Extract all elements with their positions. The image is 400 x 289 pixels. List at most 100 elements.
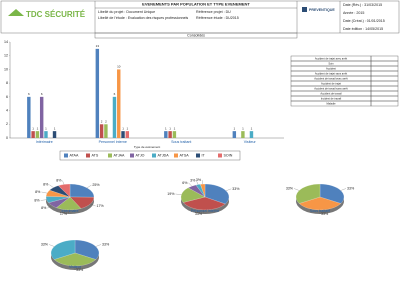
- pie-label: 19%: [167, 192, 175, 196]
- bar: [40, 97, 43, 138]
- pie-label: 33%: [41, 242, 49, 246]
- legend-label: ATAA: [70, 154, 79, 158]
- bar: [241, 131, 244, 138]
- bar: [27, 97, 30, 138]
- pie-label: 33%: [102, 242, 110, 246]
- leader: [175, 194, 181, 195]
- y-tick-label: 2: [6, 122, 8, 126]
- legend-label: ATJDA: [158, 154, 170, 158]
- bar-label: 1: [242, 126, 244, 130]
- logo: TDC SÉCURITÉ: [26, 10, 86, 19]
- pie-label: 17%: [96, 204, 104, 208]
- pie-label: 6%: [182, 181, 188, 185]
- bar-label: 1: [169, 126, 171, 130]
- legend-swatch: [108, 154, 112, 158]
- subtitle: Consolidés: [187, 34, 205, 38]
- bar-label: 10: [117, 65, 121, 69]
- bar-label: 6: [28, 92, 30, 96]
- pie-title: Intérimaire: [62, 209, 79, 213]
- legend-label: ATJAA: [114, 154, 126, 158]
- legend-label: IT: [202, 154, 206, 158]
- table-row-label: Accident de travail sans arrêt: [314, 86, 348, 90]
- y-tick-label: 12: [4, 54, 8, 58]
- leader: [188, 183, 191, 186]
- table-cell: [371, 66, 398, 71]
- bar-label: 2: [105, 120, 107, 124]
- bar: [117, 69, 120, 138]
- bar: [104, 124, 107, 138]
- table-row-label: Soin: [328, 61, 334, 65]
- bar: [100, 124, 103, 138]
- bar: [168, 131, 171, 138]
- table-row-label: Accident de trajet: [321, 81, 341, 85]
- bar-label: 1: [45, 126, 47, 130]
- field: Référence projet : DU: [196, 10, 231, 14]
- pie-slice: [70, 184, 94, 197]
- x-axis-label: Type de évènement: [134, 145, 161, 149]
- bar-label: 1: [126, 126, 128, 130]
- legend-label: ATJO: [136, 154, 145, 158]
- bar: [250, 131, 253, 138]
- right-logo: PREVENTIQUE: [309, 8, 335, 12]
- bar: [44, 131, 47, 138]
- bar-label: 1: [174, 126, 176, 130]
- leader: [202, 180, 203, 184]
- table-row-label: Accident de travail avec arrêt: [314, 76, 348, 80]
- table-cell: [371, 101, 398, 106]
- legend-swatch: [152, 154, 156, 158]
- date-field: Date (Rév.) : 31/03/2015: [343, 3, 382, 7]
- date-field: Date édition : 14/05/2015: [343, 27, 383, 31]
- table-cell: [371, 56, 398, 61]
- pie-label: 8%: [34, 198, 40, 202]
- pie-label: 33%: [286, 186, 294, 190]
- bar-label: 2: [101, 120, 103, 124]
- pie-label: 33%: [347, 186, 355, 190]
- leader: [96, 245, 101, 247]
- leader: [87, 185, 91, 188]
- table-row-label: Incident de travail: [321, 96, 342, 100]
- bar-label: 1: [165, 126, 167, 130]
- pie-title: Sous traitant: [310, 209, 330, 213]
- y-tick-label: 10: [4, 67, 8, 71]
- bar-label: 1: [32, 126, 34, 130]
- bar: [121, 131, 124, 138]
- y-tick-label: 4: [6, 109, 8, 113]
- y-tick-label: 6: [6, 95, 8, 99]
- table-cell: [371, 71, 398, 76]
- report-title: EVENEMENTS PAR POPULATION ET TYPE EVENEM…: [142, 2, 250, 7]
- pie-label: 8%: [43, 183, 49, 187]
- table-cell: [371, 61, 398, 66]
- bar: [126, 131, 129, 138]
- leader: [341, 189, 346, 191]
- bar: [173, 131, 176, 138]
- pie-label: 8%: [56, 178, 62, 182]
- pie-title: Personnel interne: [191, 209, 219, 213]
- x-tick-label: Personnel interne: [99, 140, 127, 144]
- pie-label: 8%: [35, 190, 41, 194]
- legend-swatch: [218, 154, 222, 158]
- bar: [164, 131, 167, 138]
- bar: [31, 131, 34, 138]
- bar-label: 1: [37, 126, 39, 130]
- table-cell: [371, 81, 398, 86]
- x-tick-label: Visiteur: [244, 140, 257, 144]
- pie-title: Visiteur: [69, 265, 82, 269]
- table-cell: [371, 96, 398, 101]
- legend-label: SOIN: [224, 154, 233, 158]
- bar-label: 1: [122, 126, 124, 130]
- table-cell: [371, 91, 398, 96]
- y-tick-label: 14: [4, 40, 8, 44]
- table-row-label: Accident: [326, 66, 336, 70]
- pie-label: 3%: [196, 178, 202, 182]
- leader: [41, 192, 47, 193]
- field: Libellé du projet : Document Unique: [98, 10, 155, 14]
- side-table: Accident de trajet avec arrêtSoinAcciden…: [291, 56, 398, 106]
- bar-label: 6: [41, 92, 43, 96]
- bar: [36, 131, 39, 138]
- bar: [53, 131, 56, 138]
- table-row-label: Accident de trajet sans arrêt: [315, 71, 348, 75]
- logo-icon: [8, 9, 24, 16]
